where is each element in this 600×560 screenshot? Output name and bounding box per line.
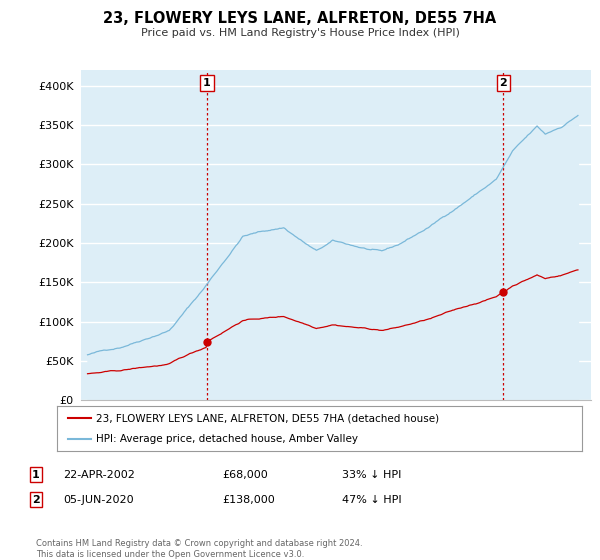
Text: HPI: Average price, detached house, Amber Valley: HPI: Average price, detached house, Ambe… <box>97 433 358 444</box>
Text: Price paid vs. HM Land Registry's House Price Index (HPI): Price paid vs. HM Land Registry's House … <box>140 28 460 38</box>
Text: 23, FLOWERY LEYS LANE, ALFRETON, DE55 7HA (detached house): 23, FLOWERY LEYS LANE, ALFRETON, DE55 7H… <box>97 413 439 423</box>
Text: 1: 1 <box>32 470 40 480</box>
Text: 33% ↓ HPI: 33% ↓ HPI <box>342 470 401 480</box>
Text: 22-APR-2002: 22-APR-2002 <box>63 470 135 480</box>
Text: £138,000: £138,000 <box>222 494 275 505</box>
Text: £68,000: £68,000 <box>222 470 268 480</box>
Text: 2: 2 <box>499 78 507 88</box>
Text: Contains HM Land Registry data © Crown copyright and database right 2024.
This d: Contains HM Land Registry data © Crown c… <box>36 539 362 559</box>
Text: 23, FLOWERY LEYS LANE, ALFRETON, DE55 7HA: 23, FLOWERY LEYS LANE, ALFRETON, DE55 7H… <box>103 11 497 26</box>
Text: 05-JUN-2020: 05-JUN-2020 <box>63 494 134 505</box>
Text: 1: 1 <box>203 78 211 88</box>
Text: 47% ↓ HPI: 47% ↓ HPI <box>342 494 401 505</box>
Text: 2: 2 <box>32 494 40 505</box>
